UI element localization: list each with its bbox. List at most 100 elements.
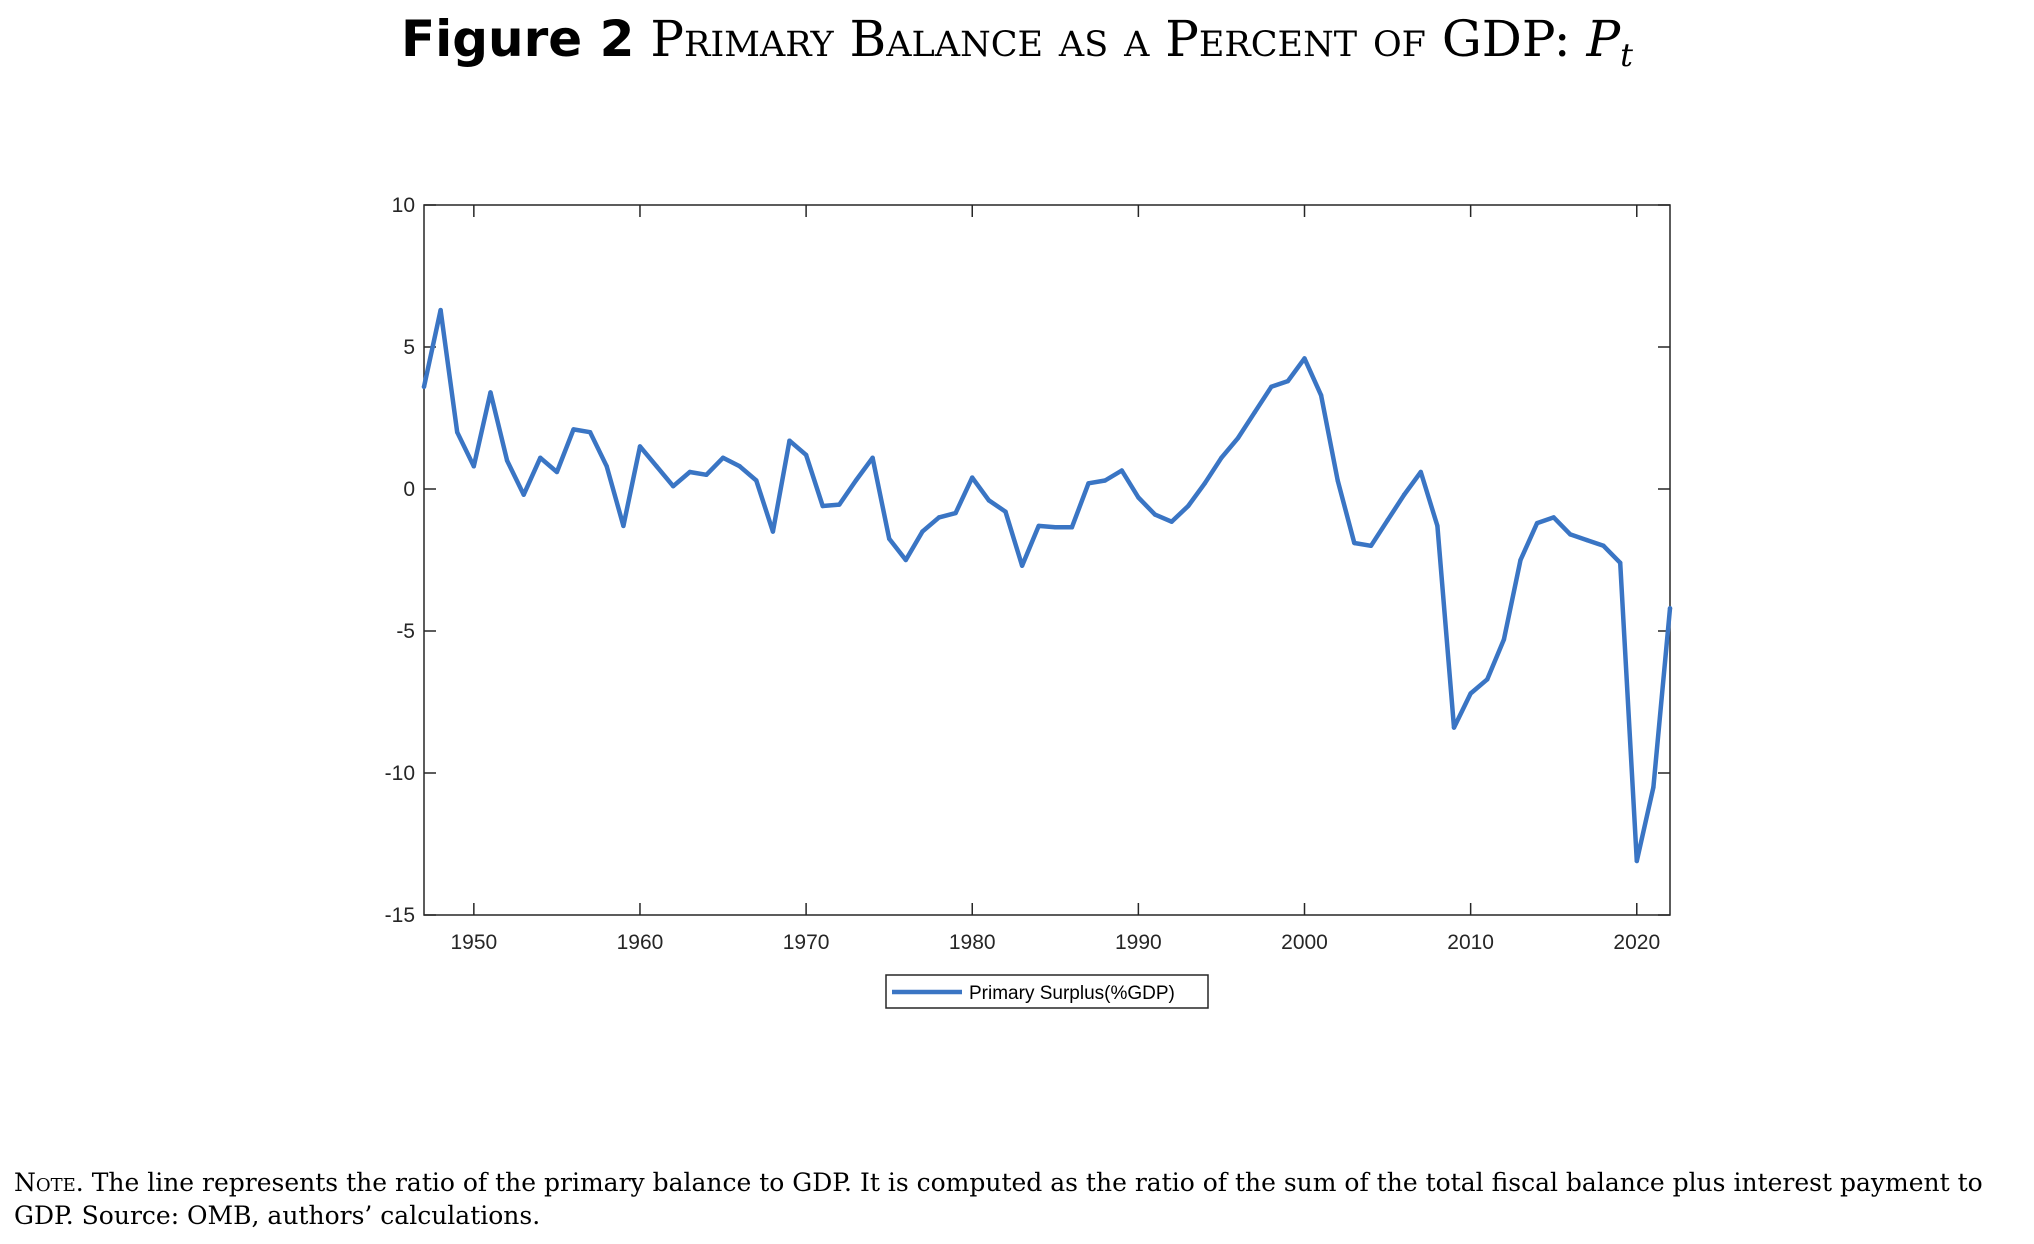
data-point	[787, 438, 792, 443]
data-point	[1385, 518, 1390, 523]
legend: Primary Surplus(%GDP)	[885, 974, 1209, 1009]
y-tick-label: 5	[403, 336, 415, 359]
data-point	[1269, 384, 1274, 389]
data-point	[1202, 481, 1208, 486]
data-point	[1318, 393, 1324, 398]
x-tick-label: 1990	[1115, 931, 1162, 954]
data-point	[1086, 481, 1091, 486]
data-point	[521, 492, 526, 497]
data-point	[1551, 515, 1556, 520]
data-point	[438, 307, 443, 313]
data-point	[621, 523, 626, 529]
data-point	[538, 455, 543, 460]
data-point	[587, 430, 593, 435]
data-point	[1468, 691, 1473, 696]
y-tick-label: -10	[385, 762, 415, 785]
data-point	[1534, 520, 1540, 526]
data-point	[986, 498, 992, 503]
data-point	[687, 469, 692, 475]
figure-title-symbol: P	[1586, 10, 1621, 68]
data-point	[604, 464, 609, 469]
note-text: The line represents the ratio of the pri…	[14, 1168, 1983, 1230]
data-point	[1335, 478, 1340, 483]
data-point	[1136, 495, 1141, 500]
data-point	[1036, 523, 1041, 529]
data-point	[1169, 519, 1174, 524]
data-point	[1102, 478, 1108, 483]
plot-area	[423, 204, 1671, 916]
data-point	[1352, 540, 1357, 546]
data-point	[970, 475, 975, 480]
data-point	[803, 452, 809, 458]
data-point	[1618, 560, 1623, 565]
data-point	[903, 557, 908, 563]
data-point	[488, 390, 493, 395]
data-point	[1634, 858, 1640, 864]
figure-title: Figure 2 Primary Balance as a Percent of…	[0, 10, 2034, 74]
data-point	[1518, 557, 1523, 563]
data-point	[820, 503, 825, 509]
data-point	[1584, 537, 1590, 543]
data-point	[1667, 606, 1673, 611]
y-tick-label: 10	[392, 194, 415, 217]
data-point	[920, 529, 925, 534]
data-point	[1235, 435, 1241, 441]
x-tick-label: 2000	[1281, 931, 1328, 954]
y-tick-label: 0	[403, 478, 415, 501]
x-tick-label: 1950	[450, 931, 497, 954]
data-point	[870, 455, 875, 460]
data-point	[421, 384, 427, 389]
data-point	[504, 458, 510, 463]
data-point	[1152, 512, 1158, 517]
series-line-primary-surplus	[421, 307, 1673, 864]
data-point	[720, 455, 726, 460]
data-point	[1651, 785, 1656, 790]
x-axis-tick-labels: 1950 1960 1970 1980 1990 2000 2010 2020	[450, 931, 1660, 954]
data-point	[1501, 637, 1507, 642]
data-point	[1568, 532, 1573, 537]
data-point	[853, 478, 859, 483]
data-point	[1186, 503, 1191, 509]
data-point	[671, 484, 676, 489]
note-lead: Note.	[14, 1168, 84, 1197]
data-point	[1302, 356, 1307, 361]
data-point	[1219, 455, 1224, 460]
data-point	[1601, 543, 1606, 548]
x-tick-label: 2020	[1613, 931, 1660, 954]
series-points	[421, 307, 1673, 864]
x-tick-label: 1960	[617, 931, 664, 954]
data-point	[953, 510, 958, 516]
data-point	[1285, 378, 1291, 384]
data-point	[936, 515, 942, 520]
x-tick-label: 1980	[949, 931, 996, 954]
data-point	[1451, 725, 1457, 730]
x-tick-label: 1970	[783, 931, 830, 954]
data-point	[1435, 523, 1440, 529]
data-point	[737, 464, 742, 469]
data-point	[837, 502, 842, 507]
data-point	[571, 427, 576, 432]
y-axis-tick-labels: 10 5 0 -5 -10 -15	[385, 194, 415, 927]
data-point	[455, 430, 460, 435]
figure-title-subscript: t	[1620, 36, 1634, 74]
data-point	[1402, 492, 1407, 497]
data-point	[1119, 468, 1125, 473]
data-point	[1368, 543, 1374, 548]
data-point	[1485, 677, 1490, 682]
figure-note: Note. The line represents the ratio of t…	[14, 1166, 2024, 1232]
legend-label: Primary Surplus(%GDP)	[969, 983, 1175, 1004]
data-point	[471, 464, 476, 469]
data-point	[1252, 410, 1257, 415]
x-tick-label: 2010	[1447, 931, 1494, 954]
data-point	[1019, 563, 1025, 568]
y-tick-label: -5	[396, 620, 415, 643]
data-point	[704, 472, 709, 477]
data-point	[1053, 525, 1058, 530]
line-chart: 10 5 0 -5 -10 -15 1950 1960 1970 1980 1990 2000 201…	[385, 194, 1673, 1009]
figure-label: Figure 2	[400, 10, 635, 68]
data-point	[637, 444, 643, 449]
data-point	[1069, 525, 1075, 530]
data-point	[554, 469, 560, 475]
data-point	[754, 478, 759, 483]
data-point	[654, 464, 659, 469]
